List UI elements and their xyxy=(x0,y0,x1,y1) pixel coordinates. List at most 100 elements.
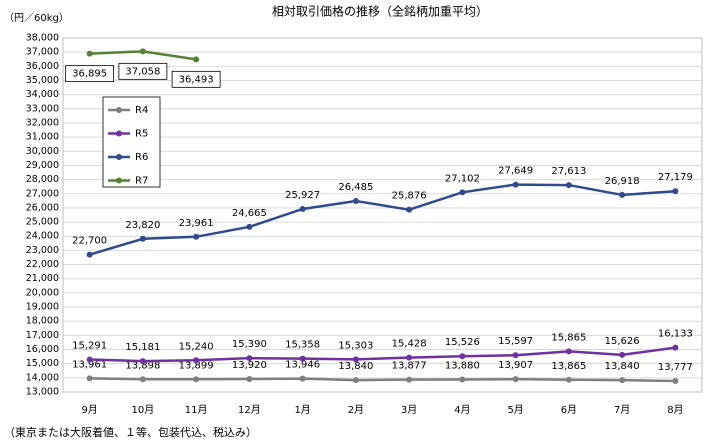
data-point xyxy=(86,251,93,258)
data-point xyxy=(193,357,200,364)
data-label: 15,865 xyxy=(551,332,586,343)
legend-marker xyxy=(116,107,122,113)
y-tick-label: 26,000 xyxy=(26,202,59,213)
y-tick-label: 33,000 xyxy=(26,103,59,114)
data-point xyxy=(139,358,146,365)
data-label: 15,240 xyxy=(179,341,214,352)
y-tick-label: 31,000 xyxy=(26,132,59,143)
data-label: 24,665 xyxy=(232,208,267,219)
y-tick-label: 14,000 xyxy=(26,372,59,383)
data-label: 15,526 xyxy=(445,337,480,348)
data-label: 13,840 xyxy=(605,361,640,372)
data-label: 27,179 xyxy=(658,172,693,183)
data-label: 16,133 xyxy=(658,329,693,340)
label-box xyxy=(171,70,221,88)
data-point xyxy=(139,48,146,55)
data-point xyxy=(459,189,466,196)
data-point xyxy=(406,376,413,383)
legend-marker xyxy=(116,154,122,160)
data-label: 27,649 xyxy=(498,166,533,177)
data-label: 37,058 xyxy=(125,66,160,77)
data-label: 13,961 xyxy=(72,359,107,370)
legend-label: R6 xyxy=(135,152,148,163)
y-tick-label: 22,000 xyxy=(26,259,59,270)
data-label: 23,820 xyxy=(125,220,160,231)
legend-box xyxy=(102,96,161,188)
footnote: （東京または大阪着値、１等、包装代込、税込み） xyxy=(4,425,257,439)
data-point xyxy=(459,353,466,360)
legend-label: R4 xyxy=(135,105,148,116)
data-label: 13,898 xyxy=(125,360,160,371)
y-tick-label: 13,000 xyxy=(26,387,59,398)
data-point xyxy=(352,377,359,384)
x-tick-label: 8月 xyxy=(667,404,683,416)
data-point xyxy=(86,375,93,382)
data-label: 13,880 xyxy=(445,361,480,372)
data-label: 25,876 xyxy=(392,191,427,202)
data-label: 13,946 xyxy=(285,360,320,371)
y-tick-label: 38,000 xyxy=(26,33,59,44)
chart-title: 相対取引価格の推移（全銘柄加重平均） xyxy=(272,4,488,19)
data-point xyxy=(193,233,200,240)
y-tick-label: 19,000 xyxy=(26,302,59,313)
data-point xyxy=(193,376,200,383)
x-tick-label: 11月 xyxy=(185,404,208,416)
x-tick-label: 12月 xyxy=(238,404,261,416)
y-axis-label: （円／60kg） xyxy=(4,12,69,24)
data-point xyxy=(512,181,519,188)
data-point xyxy=(619,191,626,198)
data-point xyxy=(352,198,359,205)
series-line xyxy=(89,377,676,383)
data-label: 15,428 xyxy=(392,339,427,350)
data-point xyxy=(193,56,200,63)
data-point xyxy=(86,356,93,363)
y-tick-label: 23,000 xyxy=(26,245,59,256)
y-tick-label: 29,000 xyxy=(26,160,59,171)
data-label: 15,181 xyxy=(125,342,160,353)
x-tick-label: 1月 xyxy=(294,404,310,416)
data-point xyxy=(406,206,413,213)
data-point xyxy=(619,351,626,358)
data-point xyxy=(512,352,519,359)
data-label: 13,877 xyxy=(392,361,427,372)
data-label: 23,961 xyxy=(179,218,214,229)
data-point xyxy=(299,205,306,212)
data-label: 13,907 xyxy=(498,360,533,371)
x-tick-label: 10月 xyxy=(132,404,155,416)
data-label: 13,840 xyxy=(338,361,373,372)
data-label: 25,927 xyxy=(285,190,320,201)
data-point xyxy=(619,377,626,384)
data-label: 15,597 xyxy=(498,336,533,347)
legend-label: R7 xyxy=(135,176,148,187)
series-line xyxy=(89,183,676,256)
data-label: 27,613 xyxy=(551,166,586,177)
y-tick-label: 15,000 xyxy=(26,358,59,369)
data-point xyxy=(512,376,519,383)
x-tick-label: 7月 xyxy=(614,404,630,416)
data-point xyxy=(139,235,146,242)
data-label: 13,865 xyxy=(551,361,586,372)
data-label: 15,291 xyxy=(72,341,107,352)
y-tick-label: 21,000 xyxy=(26,273,59,284)
data-label: 36,493 xyxy=(179,74,214,85)
legend-marker xyxy=(116,130,122,137)
data-point xyxy=(139,376,146,383)
data-point xyxy=(406,354,413,361)
y-tick-label: 27,000 xyxy=(26,188,59,199)
y-tick-label: 35,000 xyxy=(26,75,59,86)
data-label: 13,777 xyxy=(658,362,693,373)
y-tick-label: 24,000 xyxy=(26,231,59,242)
data-label: 15,303 xyxy=(338,340,373,351)
legend-label: R5 xyxy=(135,129,148,140)
data-label: 26,485 xyxy=(338,182,373,193)
data-label: 15,358 xyxy=(285,340,320,351)
label-box xyxy=(65,65,115,83)
x-tick-label: 2月 xyxy=(348,404,364,416)
y-tick-label: 28,000 xyxy=(26,174,59,185)
y-tick-label: 37,000 xyxy=(26,47,59,58)
data-point xyxy=(246,375,253,382)
data-point xyxy=(246,223,253,230)
data-point xyxy=(299,355,306,362)
y-tick-label: 34,000 xyxy=(26,89,59,100)
